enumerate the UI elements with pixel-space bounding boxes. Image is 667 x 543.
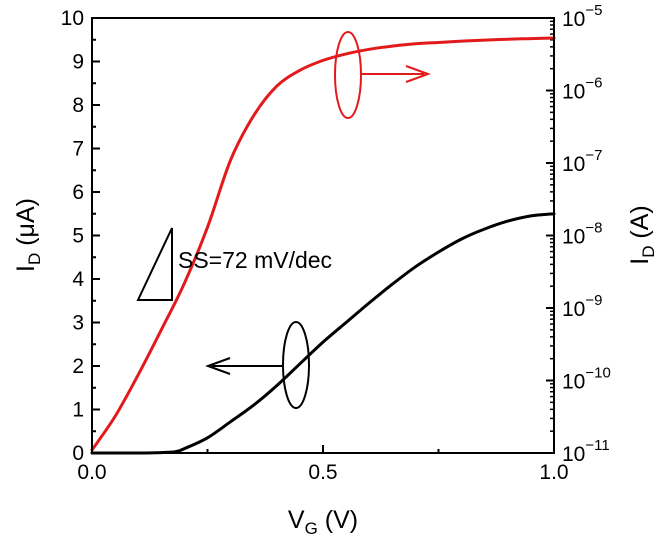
series-line-log-red: [90, 36, 556, 452]
x-tick-label: 1.0: [539, 461, 568, 484]
y-left-tick-label: 6: [72, 181, 84, 204]
right-axis-ellipse: [334, 31, 362, 119]
ss-annotation: SS=72 mV/dec: [178, 247, 332, 273]
left-axis-arrow-head: [205, 357, 231, 375]
y-left-tick-label: 7: [72, 138, 84, 161]
left-axis-ellipse: [282, 321, 310, 409]
right-axis-arrow-head: [405, 65, 431, 83]
y-left-tick-label: 2: [72, 355, 84, 378]
axis-ticks: [91, 17, 555, 454]
y-right-tick-label: 10−9: [562, 292, 602, 321]
y-right-tick-label: 10−6: [562, 75, 602, 104]
x-axis-label: VG (V): [288, 506, 358, 538]
tick-labels: 0.0 0.5 1.0 0 1 2 3 4 5 6 7 8 9 10 10−11 10−10 10−9 10−8 1…: [61, 2, 611, 484]
y-right-tick-label: 10−5: [562, 2, 602, 31]
x-tick-label: 0.5: [308, 461, 337, 484]
y-left-tick-label: 8: [72, 94, 84, 117]
series-line-linear-black: [90, 212, 556, 455]
y-right-tick-label: 10−8: [562, 220, 602, 249]
y-left-tick-label: 3: [72, 312, 84, 335]
y-left-tick-label: 4: [72, 268, 84, 291]
y-right-tick-label: 10−10: [562, 365, 611, 394]
y-left-tick-label: 1: [72, 399, 84, 422]
x-tick-label: 0.0: [77, 461, 106, 484]
y-right-tick-label: 10−7: [562, 147, 602, 176]
y-axis-left-label: ID (μA): [12, 198, 44, 272]
plot-lines: [90, 36, 556, 455]
y-axis-right-label: ID (A): [626, 205, 658, 265]
y-left-tick-label: 9: [72, 51, 84, 74]
y-left-tick-label: 10: [61, 7, 84, 30]
slope-triangle: [136, 227, 173, 301]
y-left-tick-label: 0: [72, 442, 84, 465]
y-right-tick-label: 10−11: [562, 437, 610, 466]
y-left-tick-label: 5: [72, 225, 84, 248]
plot-frame: [91, 17, 555, 454]
